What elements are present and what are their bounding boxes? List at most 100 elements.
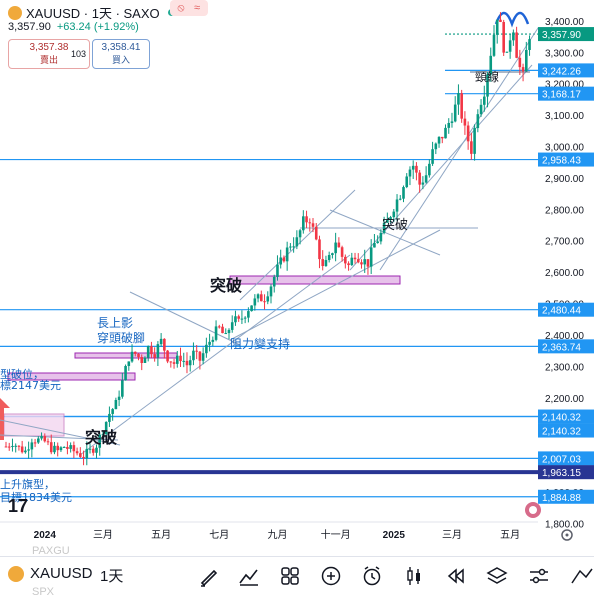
bottom-toolbar: PAXGU XAUUSD SPX 1天 [0, 545, 594, 601]
candle-body [263, 301, 266, 303]
candle-body [260, 294, 263, 302]
candle-body [53, 445, 56, 453]
candle-body [318, 239, 321, 260]
candle-body [266, 296, 270, 302]
price-level-label: 3,242.26 [542, 66, 581, 77]
annotations: 型破位，標2147美元長上影穿頭破腳突破阻力變支持突破突破頸線上升旗型，目標18… [0, 69, 499, 504]
candle-body [489, 55, 493, 75]
candle-body [95, 447, 98, 453]
candle-body [214, 326, 218, 340]
price-level-label: 2,480.44 [542, 306, 581, 317]
layout-icon[interactable] [277, 563, 303, 589]
settings-icon[interactable] [526, 563, 552, 589]
price-chart[interactable]: 3,400.00 3,300.00 3,200.00 3,100.00 3,000.00… [0, 0, 594, 556]
candle-body [437, 136, 441, 144]
candle-body [188, 360, 192, 366]
candle-body [499, 19, 502, 22]
candle-body [450, 121, 454, 123]
svg-text:17: 17 [8, 496, 28, 516]
candle-body [470, 141, 473, 154]
draw-icon[interactable] [196, 563, 222, 589]
candle-body [356, 259, 360, 263]
candle-body [418, 172, 421, 185]
candle-body [272, 276, 276, 287]
spread-value: 103 [71, 49, 87, 59]
candle-body [205, 344, 208, 354]
candle-body [101, 434, 105, 436]
y-tick-label: 3,100.00 [545, 111, 584, 122]
price-axis: 3,400.00 3,300.00 3,200.00 3,100.00 3,000.00… [538, 0, 594, 556]
price-row: 3,357.90 +63.24 (+1.92%) [8, 21, 139, 33]
x-tick-label: 2024 [34, 530, 57, 541]
candle-body [269, 286, 273, 297]
wave-icon[interactable]: ≈ [186, 0, 208, 16]
tradingview-logo: 17 [8, 496, 28, 516]
candle-type-icon[interactable] [401, 563, 427, 589]
candle-body [440, 136, 444, 139]
trendline-h [379, 24, 541, 271]
candle-body [276, 264, 279, 277]
replay-icon[interactable] [443, 563, 469, 589]
x-tick-label: 五月 [151, 529, 171, 541]
candle-body [311, 223, 315, 227]
candle-body [508, 40, 512, 52]
chart-annotation: 頸線 [475, 69, 499, 84]
candle-body [334, 242, 337, 254]
y-tick-label: 2,900.00 [545, 174, 584, 185]
trendline-c [79, 254, 351, 456]
gold-coin-icon [8, 565, 24, 582]
price-level-label: 1,963.15 [542, 468, 581, 479]
candle-body [392, 211, 396, 218]
candle-body [156, 344, 160, 358]
settings-gear-icon[interactable] [561, 529, 573, 541]
chart-header: XAUUSD · 1天 · SAXO ⦸ ≈ 3,357.90 +63.24 (… [0, 0, 594, 72]
candle-body [395, 199, 399, 212]
ghost-symbol-bottom: SPX [32, 586, 55, 598]
symbol-title-row[interactable]: XAUUSD · 1天 · SAXO [8, 3, 175, 22]
price-level-label: 2,140.32 [542, 413, 581, 424]
sell-price: 3,357.38 [29, 42, 69, 53]
price-level-badge [538, 27, 594, 42]
candle-body [428, 163, 431, 176]
alert-icon[interactable] [359, 563, 385, 589]
candle-body [72, 445, 76, 452]
sell-button[interactable]: 3,357.38 賣出 [8, 39, 90, 69]
candle-body [217, 326, 221, 328]
symbol-title: XAUUSD · 1天 · SAXO [26, 6, 160, 21]
price-level-badge [538, 423, 594, 438]
candle-body [353, 257, 357, 260]
compare-icon[interactable] [568, 563, 594, 589]
candle-body [457, 93, 460, 105]
add-icon[interactable] [318, 563, 344, 589]
candle-body [363, 259, 367, 265]
candle-body [366, 259, 370, 267]
candle-body [518, 57, 522, 68]
candle-body [295, 237, 299, 247]
candle-body [11, 445, 14, 447]
candle-body [453, 104, 457, 122]
candle-body [150, 346, 153, 355]
trendline-b [0, 434, 119, 441]
candle-body [515, 32, 518, 58]
candle-body [382, 222, 386, 233]
price-level-badge [538, 465, 594, 480]
candle-body [140, 357, 144, 363]
candle-body [230, 322, 234, 330]
buy-label: 買入 [111, 55, 130, 65]
indicators-icon[interactable] [236, 563, 262, 589]
trendline-d [129, 291, 241, 346]
candle-body [49, 442, 53, 453]
price-level-label: 2,140.32 [542, 427, 581, 438]
price-level-badge [538, 63, 594, 78]
price-level-lines [0, 33, 538, 498]
candle-body [379, 232, 383, 242]
candle-body [195, 350, 198, 352]
toolbar-symbol-button[interactable]: XAUUSD [8, 565, 93, 582]
candle-body [243, 317, 247, 319]
price-level-badge [538, 409, 594, 424]
layers-icon[interactable] [484, 563, 510, 589]
interval-button[interactable]: 1天 [100, 568, 124, 585]
chart-annotation: 穿頭破腳 [97, 330, 145, 345]
buy-button[interactable]: 3,358.41 買入 [92, 39, 150, 69]
candle-body [308, 222, 312, 224]
